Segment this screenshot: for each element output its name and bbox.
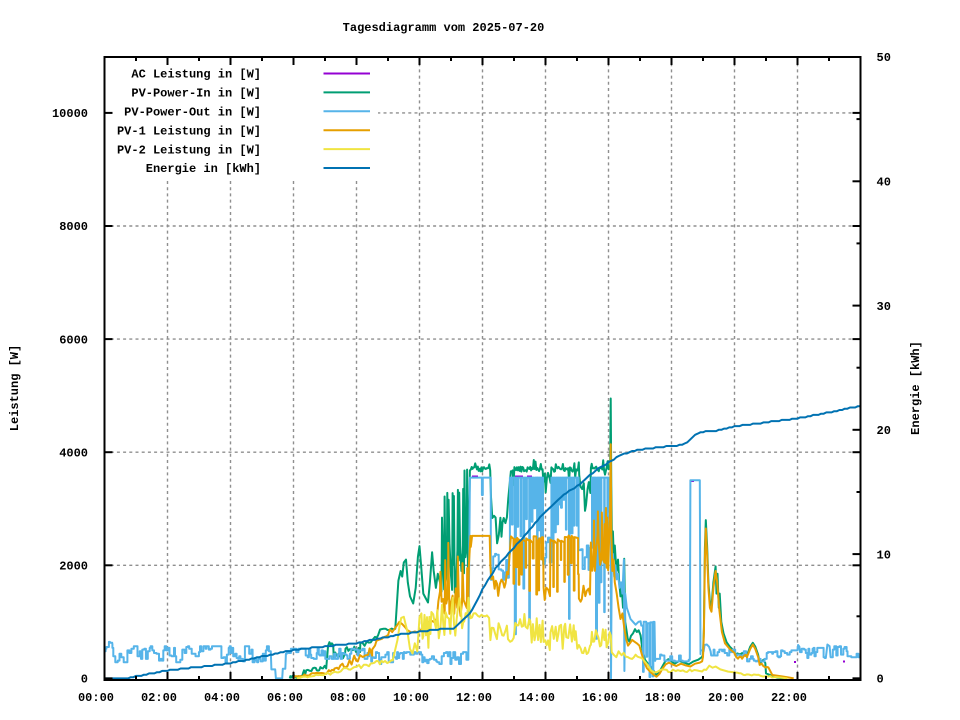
svg-text:10000: 10000 <box>52 107 88 121</box>
svg-text:PV-1 Leistung in [W]: PV-1 Leistung in [W] <box>117 124 261 138</box>
svg-text:20: 20 <box>877 424 891 438</box>
svg-text:16:00: 16:00 <box>582 691 618 705</box>
svg-text:Tagesdiagramm vom 2025-07-20: Tagesdiagramm vom 2025-07-20 <box>343 21 545 35</box>
svg-text:00:00: 00:00 <box>78 691 114 705</box>
svg-text:08:00: 08:00 <box>330 691 366 705</box>
svg-text:06:00: 06:00 <box>267 691 303 705</box>
svg-text:8000: 8000 <box>59 220 88 234</box>
svg-text:04:00: 04:00 <box>204 691 240 705</box>
svg-text:50: 50 <box>877 51 891 65</box>
svg-text:6000: 6000 <box>59 333 88 347</box>
svg-text:AC Leistung in [W]: AC Leistung in [W] <box>131 68 261 82</box>
svg-text:0: 0 <box>877 673 884 687</box>
svg-text:Energie in [kWh]: Energie in [kWh] <box>146 162 261 176</box>
svg-text:10:00: 10:00 <box>393 691 429 705</box>
svg-text:PV-Power-Out in [W]: PV-Power-Out in [W] <box>124 106 261 120</box>
svg-text:10: 10 <box>877 548 891 562</box>
svg-text:4000: 4000 <box>59 446 88 460</box>
svg-text:Leistung [W]: Leistung [W] <box>8 345 22 431</box>
svg-text:30: 30 <box>877 300 891 314</box>
svg-text:40: 40 <box>877 175 891 189</box>
svg-text:0: 0 <box>81 673 88 687</box>
svg-text:2000: 2000 <box>59 560 88 574</box>
svg-text:22:00: 22:00 <box>771 691 807 705</box>
svg-text:12:00: 12:00 <box>456 691 492 705</box>
svg-text:PV-Power-In in [W]: PV-Power-In in [W] <box>131 87 261 101</box>
svg-text:20:00: 20:00 <box>708 691 744 705</box>
svg-text:PV-2 Leistung in [W]: PV-2 Leistung in [W] <box>117 143 261 157</box>
svg-text:18:00: 18:00 <box>645 691 681 705</box>
svg-text:02:00: 02:00 <box>141 691 177 705</box>
svg-text:Energie [kWh]: Energie [kWh] <box>909 341 923 435</box>
svg-text:14:00: 14:00 <box>519 691 555 705</box>
